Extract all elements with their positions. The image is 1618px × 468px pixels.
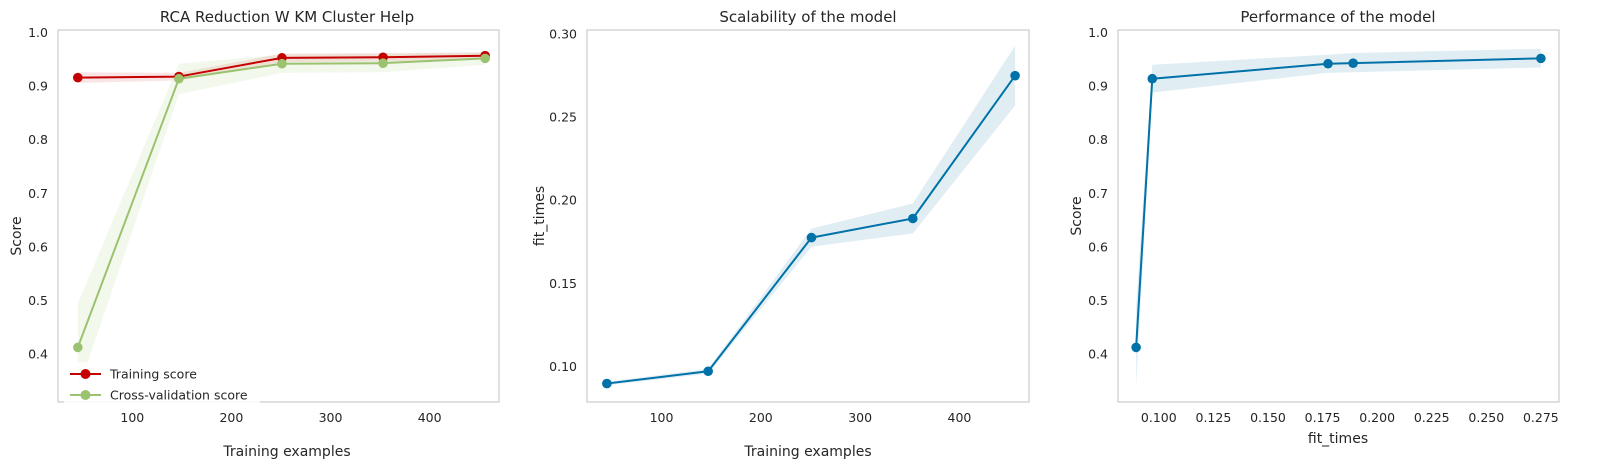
x-tick-label: 0.100 (1141, 410, 1177, 425)
plot-marks (73, 50, 490, 392)
series-point-0 (1323, 58, 1333, 69)
x-tick-label: 400 (948, 410, 972, 425)
y-tick-label: 0.30 (549, 27, 577, 42)
panel-scalability: Scalability of the model fit_times Train… (532, 8, 1030, 460)
series-point-0 (703, 366, 713, 377)
series-point-1 (73, 342, 83, 353)
x-tick-label: 100 (120, 410, 144, 425)
y-tick-label: 0.9 (1088, 79, 1108, 94)
series-point-0 (602, 378, 612, 389)
y-tick-label: 0.8 (28, 132, 48, 147)
x-tick-label: 0.175 (1305, 410, 1341, 425)
series-point-0 (1147, 73, 1158, 84)
y-tick-label: 0.7 (28, 186, 48, 201)
series-point-0 (1348, 58, 1358, 68)
x-tick-label: 0.225 (1414, 410, 1450, 425)
x-axis-label: fit_times (1308, 431, 1368, 447)
y-tick-label: 0.7 (1088, 186, 1108, 201)
legend: Training score Cross-validation score (64, 362, 260, 410)
y-axis-label: fit_times (532, 186, 548, 246)
x-tick-label: 100 (650, 410, 674, 425)
series-point-0 (1536, 53, 1546, 64)
y-tick-label: 0.20 (549, 193, 577, 208)
legend-marker-training (80, 369, 91, 379)
legend-label-cross-validation: Cross-validation score (110, 388, 248, 403)
y-tick-label: 0.6 (1088, 239, 1108, 254)
x-tick-label: 0.275 (1523, 410, 1559, 425)
y-tick-label: 0.15 (549, 276, 577, 291)
y-tick-label: 0.6 (28, 239, 48, 254)
series-point-1 (480, 53, 490, 64)
series-point-1 (174, 73, 184, 84)
series-point-1 (378, 58, 388, 68)
panel-performance: Performance of the model Score fit_times… (1069, 8, 1560, 447)
plot-area (57, 29, 500, 403)
series-point-1 (277, 58, 287, 69)
x-tick-label: 200 (749, 410, 773, 425)
y-tick-label: 0.5 (1088, 293, 1108, 308)
x-axis-label: Training examples (222, 444, 350, 460)
y-tick-label: 0.8 (1088, 132, 1108, 147)
y-tick-label: 0.4 (28, 346, 48, 361)
series-point-0 (1010, 70, 1020, 81)
legend-box (64, 362, 260, 410)
x-tick-label: 200 (219, 410, 243, 425)
series-point-0 (907, 213, 918, 224)
chart-title: Scalability of the model (719, 8, 896, 26)
x-tick-label: 300 (319, 410, 343, 425)
plot-area (1117, 29, 1560, 403)
y-tick-label: 1.0 (28, 25, 48, 40)
x-axis-label: Training examples (743, 444, 871, 460)
y-tick-label: 0.10 (549, 359, 577, 374)
legend-label-training: Training score (109, 367, 197, 382)
y-tick-label: 0.25 (549, 110, 577, 125)
chart-title: Performance of the model (1240, 8, 1435, 26)
plot-marks (1131, 48, 1546, 386)
panel-training-score: RCA Reduction W KM Cluster Help Score Tr… (9, 8, 500, 460)
series-point-0 (73, 72, 83, 83)
y-axis-label: Score (1069, 196, 1085, 235)
chart-title: RCA Reduction W KM Cluster Help (160, 8, 414, 26)
series-point-0 (1131, 342, 1141, 353)
x-tick-label: 400 (418, 410, 442, 425)
x-tick-label: 300 (848, 410, 872, 425)
y-tick-label: 0.5 (28, 293, 48, 308)
x-tick-label: 0.200 (1359, 410, 1395, 425)
y-tick-label: 1.0 (1088, 25, 1108, 40)
y-axis-label: Score (9, 216, 25, 255)
plot-area (586, 29, 1030, 403)
y-tick-label: 0.4 (1088, 346, 1108, 361)
plot-marks (602, 45, 1020, 389)
x-tick-label: 0.125 (1196, 410, 1232, 425)
x-tick-label: 0.250 (1468, 410, 1504, 425)
series-point-0 (806, 232, 817, 243)
x-tick-label: 0.150 (1250, 410, 1286, 425)
series-band-0 (1136, 48, 1541, 386)
legend-marker-cross-validation (80, 390, 91, 400)
y-tick-label: 0.9 (28, 79, 48, 94)
